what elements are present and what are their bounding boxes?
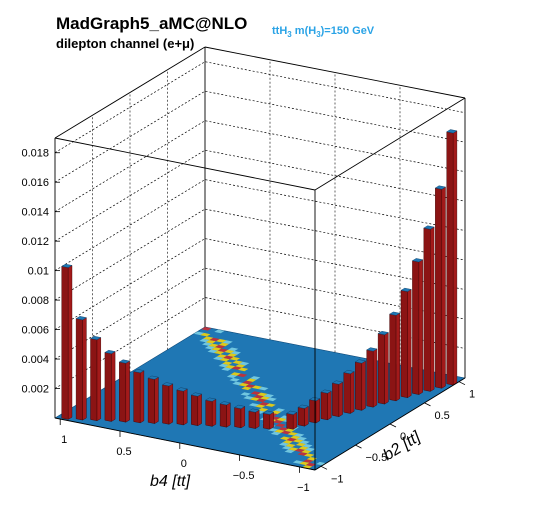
bar-right-side — [373, 349, 377, 407]
bar-right — [435, 188, 442, 388]
bar-right — [390, 314, 397, 401]
bar-right-side — [305, 406, 309, 426]
bar-right-side — [419, 260, 423, 395]
bar-right-side — [385, 333, 389, 405]
bar-right-side — [328, 391, 332, 420]
x-tick-label: −0.5 — [233, 470, 255, 482]
bar-left — [119, 362, 126, 422]
process-post: )=150 GeV — [321, 25, 375, 37]
z-tick-label: 0.012 — [21, 236, 49, 248]
bar-left — [263, 413, 270, 429]
bar-left-side — [140, 371, 144, 423]
chart-subtitle: dilepton channel (e+μ) — [56, 36, 194, 51]
bar-right — [412, 261, 419, 395]
bar-left — [191, 395, 198, 426]
y-tick-label: 0.5 — [435, 410, 450, 422]
bar-left-side — [241, 406, 245, 428]
bar-left — [163, 385, 170, 425]
z-tick-label: 0.002 — [21, 384, 49, 396]
bar-right-side — [362, 361, 366, 411]
y-tick-label: −1 — [331, 473, 344, 485]
bar-left-side — [212, 399, 216, 426]
bar-right-side — [453, 131, 457, 385]
y-tick — [356, 445, 362, 448]
bar-right-side — [350, 372, 354, 414]
y-tick — [459, 382, 465, 385]
bar-right-side — [339, 382, 343, 417]
bar-left — [105, 352, 112, 421]
x-tick-label: 0.5 — [116, 446, 131, 458]
y-tick-label: 1 — [469, 389, 475, 401]
bar-left-side — [270, 412, 274, 429]
z-tick-label: 0.016 — [21, 177, 49, 189]
bar-left — [62, 266, 68, 419]
bar-left-side — [169, 384, 173, 425]
process-pre: ttH — [272, 25, 287, 37]
bar-left — [148, 378, 155, 424]
process-mid: m(H — [292, 25, 316, 37]
bar-right-side — [293, 412, 297, 429]
y-tick — [321, 466, 327, 469]
bar-left-side — [155, 377, 159, 423]
chart-title: MadGraph5_aMC@NLO — [56, 14, 247, 34]
bar-right — [287, 413, 294, 429]
y-tick — [425, 403, 431, 406]
x-tick-label: 1 — [61, 434, 67, 446]
bar-left — [76, 319, 83, 421]
bar-left — [177, 390, 184, 425]
bar-left — [134, 372, 141, 423]
bar-left — [206, 400, 213, 426]
bar-right — [367, 350, 374, 407]
bar-right — [355, 362, 362, 411]
x-axis-label: b4 [tt] — [150, 473, 190, 491]
bar-right — [321, 392, 328, 420]
process-label: ttH3 m(H3)=150 GeV — [272, 25, 374, 39]
bar-left-side — [183, 389, 187, 425]
bar-left-side — [198, 394, 202, 426]
bar-right — [344, 373, 351, 414]
z-tick-label: 0.006 — [21, 325, 49, 337]
bar-right-side — [408, 289, 412, 397]
y-tick — [390, 424, 396, 427]
bar-right-side — [430, 227, 434, 391]
z-tick-label: 0.008 — [21, 295, 49, 307]
bar-right — [298, 407, 305, 426]
bar-right — [447, 132, 454, 385]
bar-right — [378, 334, 385, 405]
bar-right-side — [316, 399, 320, 423]
x-tick-label: −1 — [297, 482, 310, 494]
bar-left-side — [68, 265, 72, 419]
bar-left-side — [97, 338, 101, 421]
bar-left-side — [255, 410, 259, 429]
bar-right-side — [396, 313, 400, 401]
bar-left-side — [227, 403, 231, 427]
z-tick-label: 0.014 — [21, 207, 49, 219]
x-tick-label: 0 — [181, 458, 187, 470]
bar-right — [424, 228, 431, 391]
bar-left — [91, 339, 98, 421]
bar-left — [220, 404, 227, 428]
bar-left — [235, 407, 242, 428]
bar-left-side — [83, 318, 87, 421]
bar-right-side — [442, 187, 446, 388]
bar-left-side — [126, 361, 130, 422]
bar-right — [332, 383, 339, 417]
bar-left-side — [111, 352, 115, 422]
bar-left — [249, 411, 256, 429]
z-tick-label: 0.004 — [21, 354, 49, 366]
z-tick-label: 0.01 — [28, 266, 49, 278]
bar-right — [401, 290, 408, 397]
z-tick-label: 0.018 — [21, 148, 49, 160]
